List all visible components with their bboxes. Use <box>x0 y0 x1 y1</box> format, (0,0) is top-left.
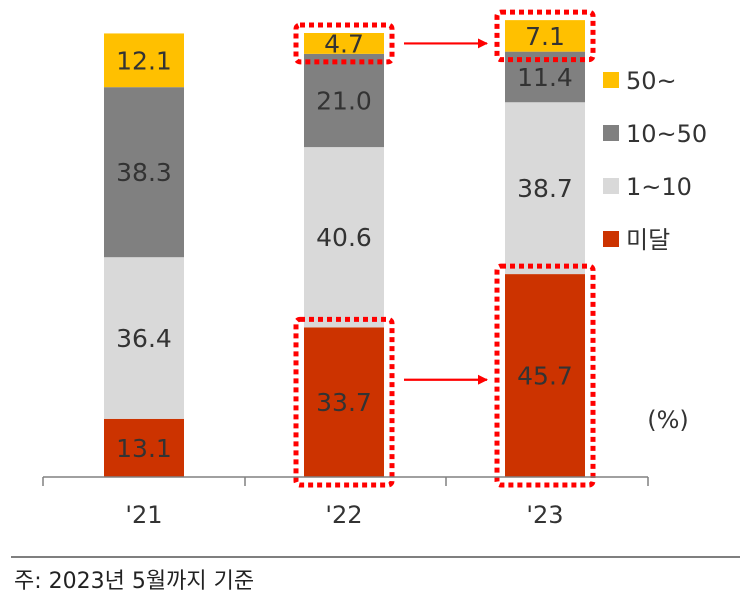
legend: 50~ 10~50 1~10 미달 <box>603 67 707 254</box>
data-label-21-s3: 12.1 <box>116 46 172 75</box>
data-label-22-s3: 4.7 <box>324 29 364 58</box>
bar-segments <box>104 20 585 477</box>
bar-segment-21-s0 <box>104 418 184 477</box>
data-label-22-s1: 40.6 <box>316 223 372 252</box>
bar-segment-21-s3 <box>104 33 184 88</box>
legend-label-3: 미달 <box>626 226 670 254</box>
x-tick-label-23: '23 <box>526 501 563 529</box>
highlight-box-1-1 <box>494 263 596 488</box>
bar-segment-21-s2 <box>104 87 184 258</box>
unit-label: (%) <box>647 406 689 434</box>
bar-segment-22-s2 <box>304 53 384 148</box>
bar-segment-21-s1 <box>104 257 184 419</box>
data-labels: 13.1 36.4 38.3 12.1 33.7 40.6 21.0 4.7 45.7 38.7 1… <box>116 22 573 463</box>
data-label-22-s2: 21.0 <box>316 86 372 115</box>
bar-segment-23-s0 <box>505 274 585 477</box>
data-label-22-s0: 33.7 <box>316 388 372 417</box>
legend-label-1: 10~50 <box>626 120 707 148</box>
data-label-23-s3: 7.1 <box>525 22 565 51</box>
bar-segment-22-s3 <box>304 33 384 54</box>
bar-segment-23-s3 <box>505 20 585 52</box>
highlight-box-0-1 <box>494 9 596 63</box>
x-tick-label-22: '22 <box>325 501 362 529</box>
bar-segment-22-s0 <box>304 327 384 477</box>
highlight-box-0-0 <box>293 22 395 65</box>
legend-swatch-2 <box>603 178 619 194</box>
bar-segment-22-s1 <box>304 147 384 328</box>
footnote: 주: 2023년 5월까지 기준 <box>14 569 254 594</box>
data-label-21-s1: 36.4 <box>116 324 172 353</box>
data-label-21-s0: 13.1 <box>116 434 172 463</box>
data-label-23-s2: 11.4 <box>517 63 573 92</box>
legend-swatch-1 <box>603 125 619 141</box>
legend-label-0: 50~ <box>626 67 677 95</box>
legend-swatch-3 <box>603 231 619 247</box>
data-label-21-s2: 38.3 <box>116 158 172 187</box>
legend-swatch-0 <box>603 72 619 88</box>
data-label-23-s0: 45.7 <box>517 362 573 391</box>
legend-label-2: 1~10 <box>626 173 692 201</box>
bar-segment-23-s1 <box>505 102 585 275</box>
highlight-box-1-0 <box>293 316 395 488</box>
data-label-23-s1: 38.7 <box>517 174 573 203</box>
highlight-boxes <box>293 9 596 488</box>
x-axis: '21 '22 '23 <box>42 476 649 529</box>
x-tick-label-21: '21 <box>125 501 162 529</box>
